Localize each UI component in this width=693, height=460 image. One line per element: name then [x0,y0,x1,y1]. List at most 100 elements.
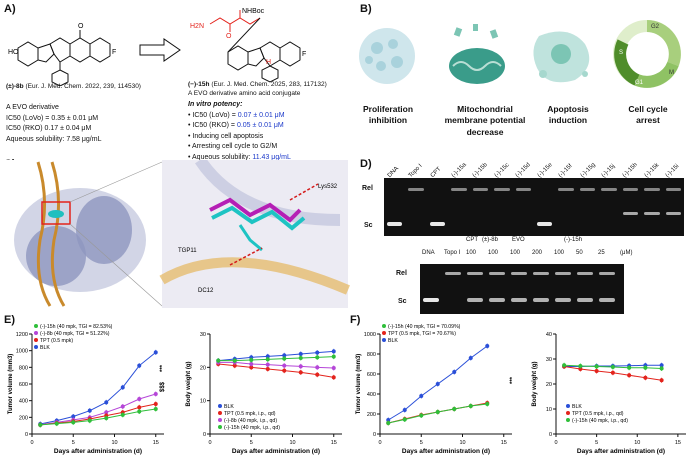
gel-band-sc [489,298,505,302]
cmp1-ref: (Eur. J. Med. Chem. 2022, 239, 114530) [25,83,141,90]
data-point [104,400,109,405]
x-tick-label: 10 [111,440,117,446]
data-point [594,369,599,373]
data-point [282,356,287,361]
legend-entry: (-)-8b (40 mpk, TGI = 51.22%) [40,331,110,337]
gel-band-sc [511,298,527,302]
data-point [54,421,59,426]
gel-band-sc [423,298,439,302]
x-tick-label: 15 [331,440,337,446]
cmp2-ref: (Eur. J. Med. Chem. 2025, 283, 117132) [211,81,327,88]
legend-entry: TPT (0.5 mpk, i.p., qd) [572,411,624,417]
legend-marker [566,404,570,408]
legend-marker [382,331,386,335]
gel-band-rel [533,272,549,275]
y-axis-label: Body weight (g) [186,362,192,407]
gel-lane-label: Topo I [407,163,424,179]
gel-band-sc [537,222,553,226]
x-tick-label: 15 [675,440,681,446]
data-point [485,402,490,406]
data-point [298,364,303,369]
cmp1-prop: IC50 (RKO) 0.17 ± 0.04 μM [6,125,92,132]
x-tick-label: 0 [208,440,211,446]
data-point [137,397,142,401]
data-point [265,354,270,359]
series-line [218,350,334,362]
gel-band-rel [511,272,527,275]
x-tick-label: 0 [554,440,557,446]
y-tick-label: 400 [19,399,28,405]
proliferation-cells-icon [359,28,415,84]
legend-marker [566,411,570,415]
gel-lane-label: (-)-15b [472,162,490,179]
x-tick-label: 5 [420,440,423,446]
gel-lane-label: Topo I [444,250,461,256]
legend-entry: TPT (0.5 mpk, TGI = 70.67%) [388,331,456,337]
gel-band-rel [599,272,615,275]
x-tick-label: 0 [30,440,33,446]
data-point [87,408,92,413]
residue-dc12: DC12 [198,288,214,294]
data-point [315,372,320,377]
cmp2-caption: (−)-15h (Eur. J. Med. Chem. 2025, 283, 1… [188,81,348,99]
gel-band-rel [665,188,681,191]
data-point [153,350,158,355]
data-point [71,414,76,419]
gel-lane-label: (-)-15h [622,162,640,179]
gel-top-image [384,178,684,236]
x-tick-label: 15 [153,440,159,446]
legend-marker [382,338,386,342]
gel-lane-label: (-)-15g [579,162,597,179]
data-point [659,378,664,383]
gel-lane-label: (-)-15k [643,162,661,179]
x-axis-label: Days after administration (d) [577,448,665,455]
data-point [137,363,142,368]
gel-lane-label: 50 [576,250,583,256]
y-tick-label: 0 [373,432,376,438]
cmp1-prop: IC50 (LoVo) = 0.35 ± 0.01 μM [6,114,99,122]
gel-band-sc [644,212,660,215]
series-line [218,356,334,362]
legend-entry: BLK [224,404,234,410]
data-point [627,365,632,370]
arrow-right-icon [139,38,181,62]
data-point [216,358,221,363]
panel-label-d: D) [360,158,372,170]
legend-marker [218,404,222,408]
phase-g1: G1 [635,80,644,86]
y-tick-label: 10 [546,407,552,413]
gel-lane-label: 200 [532,250,543,256]
y-axis-label: Tumor volume (mm3) [8,354,14,415]
legend-marker [34,324,38,328]
series-line [40,393,156,426]
legend-entry: BLK [388,338,398,344]
data-point [120,385,125,390]
series-line [218,363,334,378]
gel-band-rel [644,188,660,191]
panel-label-a: A) [4,3,16,15]
data-point [232,363,237,368]
data-point [71,420,76,425]
docking-complex-image: Lys532 TGP11 DC12 [0,160,350,308]
gel-lane-label: 100 [554,250,565,256]
legend-entry: (-)-15h (40 mpk, TGI = 82.53%) [40,324,113,330]
data-point [104,410,109,415]
gel-band-sc [577,298,593,302]
data-point [435,410,440,414]
data-point [265,367,270,371]
gel-band-rel [601,188,617,191]
y-tick-label: 200 [19,415,28,421]
data-point [331,349,336,354]
data-point [594,364,599,369]
invitro-item: • Inducing cell apoptosis [188,132,264,140]
binding-site-zoom [162,160,348,308]
data-point [386,421,391,425]
y-tick-label: 20 [200,365,206,371]
gel-band-rel [577,272,593,275]
legend-entry: (-)-15h (40 mpk, TGI = 70.09%) [388,324,461,330]
gel-lane-label: (-)-15d [515,162,533,179]
gel-lane-label: 25 [598,250,605,256]
y-tick-label: 1000 [16,349,28,355]
data-point [249,365,254,370]
x-tick-label: 5 [72,440,75,446]
